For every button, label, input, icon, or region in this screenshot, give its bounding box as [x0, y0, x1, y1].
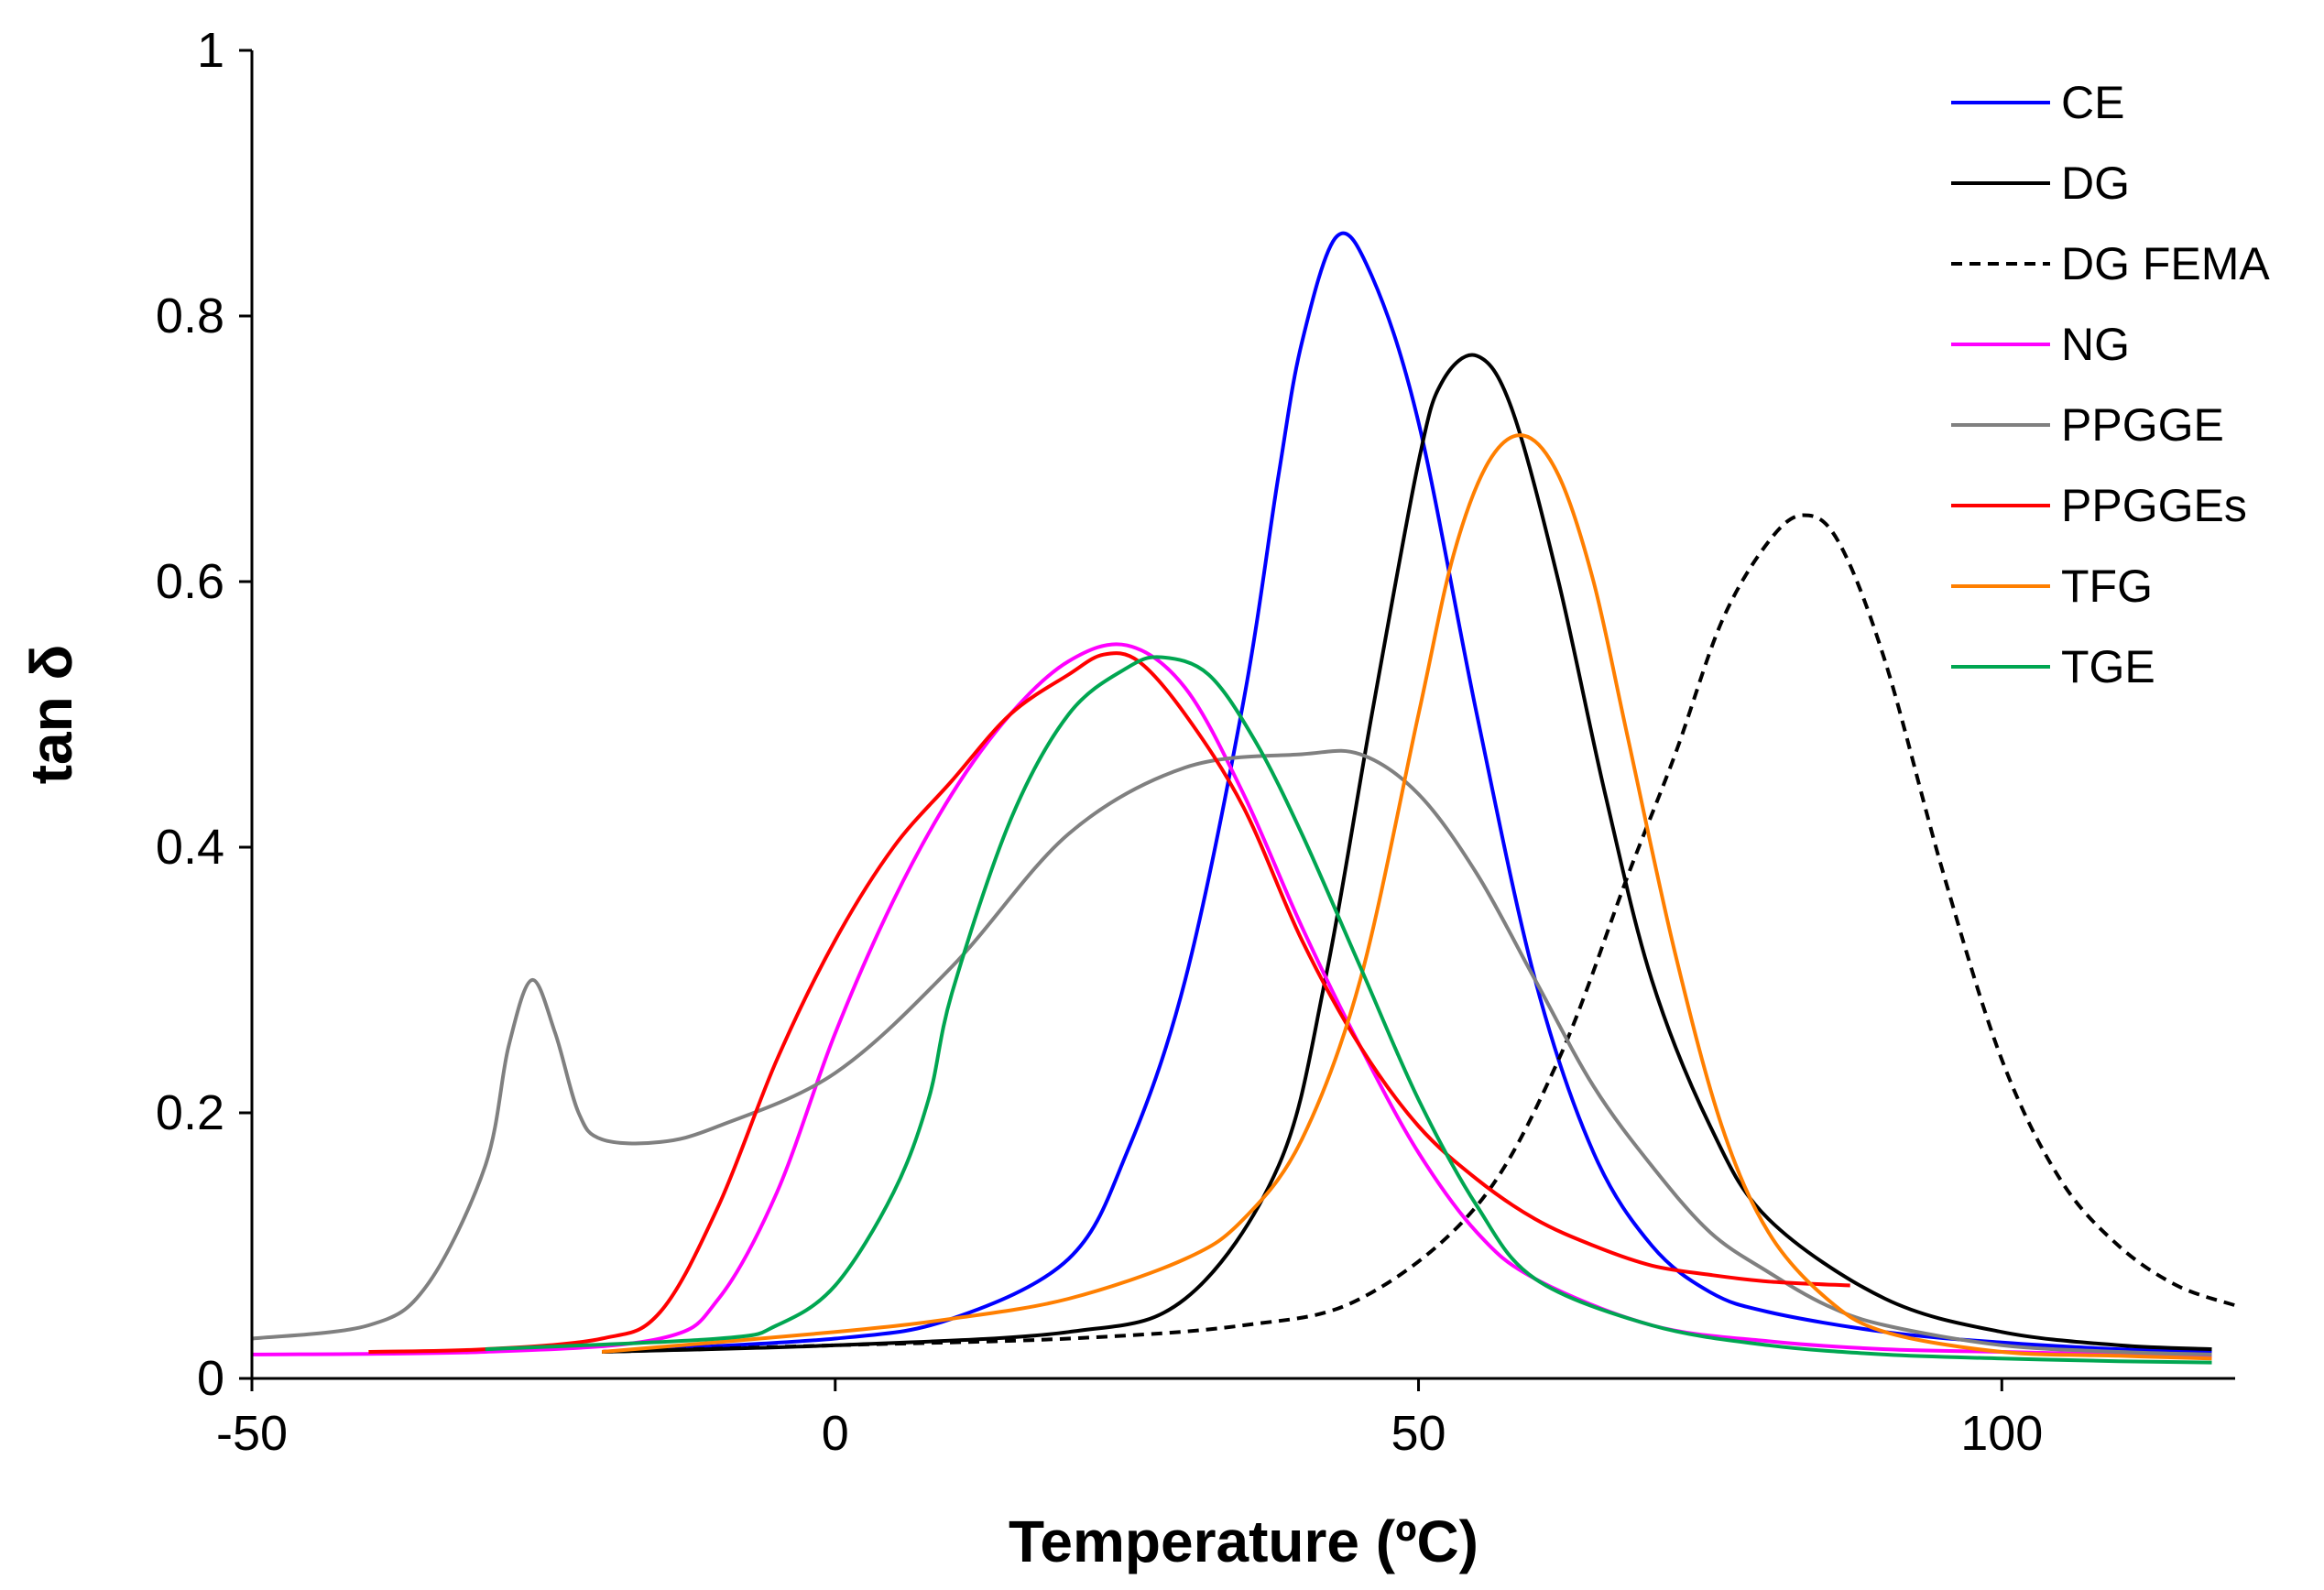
series-line-dg	[602, 353, 2212, 1354]
series-line-tfg	[601, 433, 2212, 1361]
ticks: 00.20.40.60.81-50 0 50 100	[156, 23, 2043, 1461]
x-tick-label: 50	[1391, 1406, 1446, 1461]
legend-label-ppgges: PPGGEs	[2061, 480, 2247, 531]
legend-label-dg-fema: DG FEMA	[2061, 238, 2270, 289]
x-axis-title: Temperature (ºC)	[1009, 1508, 1478, 1574]
series-line-ppgges	[368, 651, 1850, 1354]
legend-label-tge: TGE	[2061, 641, 2155, 692]
y-tick-label: 0.4	[156, 820, 224, 875]
legend-label-ce: CE	[2061, 77, 2124, 128]
series-line-ce	[601, 231, 2212, 1354]
x-tick-label: -50	[216, 1406, 288, 1461]
legend: CE DG DG FEMA NG PPGGE PPGGEs TFG TGE	[1951, 77, 2270, 692]
x-tick-label: 100	[1960, 1406, 2043, 1461]
legend-label-ng: NG	[2061, 319, 2130, 370]
y-axis-title: tan δ	[18, 645, 84, 785]
legend-label-dg: DG	[2061, 158, 2130, 209]
series-line-ng	[251, 642, 2212, 1358]
y-tick-label: 1	[197, 23, 224, 78]
y-tick-label: 0.6	[156, 554, 224, 609]
plot-lines	[251, 231, 2236, 1365]
x-tick-label: 0	[822, 1406, 849, 1461]
legend-label-ppgge: PPGGE	[2061, 399, 2224, 451]
legend-label-tfg: TFG	[2061, 561, 2153, 612]
y-tick-label: 0	[197, 1351, 224, 1406]
axes	[250, 50, 2235, 1380]
y-tick-label: 0.2	[156, 1085, 224, 1140]
series-line-tge	[485, 655, 2212, 1365]
y-tick-label: 0.8	[156, 289, 224, 343]
